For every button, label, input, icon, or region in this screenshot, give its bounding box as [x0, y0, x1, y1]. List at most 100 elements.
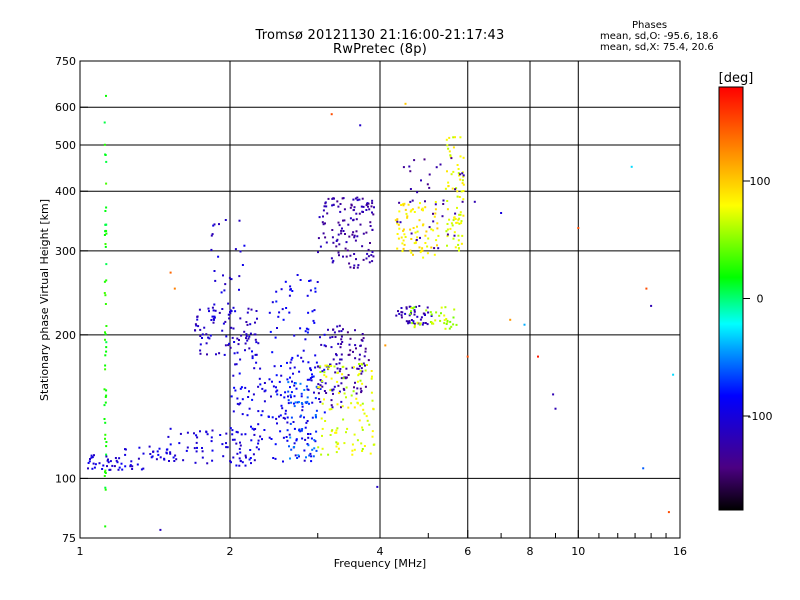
data-point: [339, 358, 342, 361]
data-point: [398, 312, 401, 315]
data-point: [275, 300, 278, 303]
y-tick-label: 600: [55, 101, 76, 114]
data-point: [430, 313, 433, 316]
data-point: [287, 402, 290, 405]
data-point: [111, 464, 114, 467]
data-point: [440, 312, 442, 315]
data-point: [338, 324, 341, 327]
data-point: [249, 323, 252, 326]
data-point: [554, 407, 557, 410]
data-point: [107, 461, 110, 464]
data-point: [340, 358, 343, 361]
data-point: [457, 168, 460, 170]
data-point: [667, 511, 670, 514]
data-point: [449, 320, 452, 323]
data-point: [309, 279, 312, 282]
data-point: [353, 433, 356, 436]
data-point: [459, 155, 462, 158]
data-point: [401, 203, 404, 206]
data-point: [452, 323, 455, 326]
data-point: [308, 402, 310, 405]
data-point: [103, 280, 106, 283]
data-point: [300, 395, 303, 398]
data-point: [356, 367, 359, 370]
data-point: [454, 246, 457, 249]
data-point: [225, 446, 228, 449]
data-point: [353, 253, 356, 255]
data-point: [325, 375, 328, 378]
data-point: [421, 207, 424, 210]
data-point: [142, 467, 145, 470]
data-point: [345, 376, 348, 379]
data-point: [311, 376, 314, 379]
data-point: [446, 244, 448, 247]
data-point: [337, 251, 340, 254]
data-point: [361, 426, 364, 429]
data-point: [320, 453, 323, 456]
data-point: [283, 396, 286, 399]
data-point: [323, 411, 326, 414]
data-point: [406, 216, 409, 219]
data-point: [443, 322, 446, 325]
data-point: [248, 347, 251, 350]
data-point: [430, 315, 433, 317]
data-point: [420, 316, 423, 319]
data-point: [454, 212, 457, 215]
data-point: [290, 401, 293, 404]
data-point: [355, 212, 358, 215]
data-point: [309, 367, 312, 370]
data-point: [411, 199, 414, 202]
data-point: [317, 386, 320, 389]
data-point: [255, 310, 258, 312]
data-point: [293, 382, 296, 384]
data-point: [105, 346, 108, 349]
data-point: [288, 433, 291, 436]
data-point: [353, 448, 356, 451]
data-point: [306, 400, 309, 403]
data-point: [253, 433, 256, 436]
data-point: [416, 321, 419, 324]
data-point: [224, 344, 227, 347]
data-point: [331, 236, 334, 239]
data-point: [356, 196, 359, 199]
data-point: [330, 404, 333, 407]
data-point: [268, 436, 271, 439]
data-point: [432, 322, 435, 325]
data-point: [458, 249, 460, 252]
data-point: [248, 458, 251, 461]
data-point: [142, 452, 145, 455]
data-point: [235, 442, 238, 445]
data-point: [369, 242, 371, 244]
data-point: [359, 124, 362, 127]
data-point: [264, 389, 267, 392]
data-point: [259, 367, 262, 370]
colorbar-tick-label: 100: [750, 175, 771, 188]
data-point: [400, 236, 403, 239]
data-point: [359, 223, 362, 226]
data-point: [403, 233, 406, 236]
data-point: [218, 223, 220, 226]
data-point: [249, 457, 252, 459]
data-point: [244, 349, 246, 352]
data-point: [282, 436, 285, 439]
data-point: [293, 442, 296, 445]
data-point: [394, 219, 397, 222]
data-point: [422, 312, 425, 315]
data-point: [302, 349, 305, 352]
data-point: [460, 190, 463, 193]
data-point: [338, 243, 341, 246]
data-point: [105, 160, 108, 163]
data-point: [405, 307, 408, 310]
data-point: [351, 443, 354, 446]
data-point: [105, 182, 108, 185]
data-point: [345, 396, 347, 399]
data-point: [362, 258, 365, 261]
data-point: [186, 431, 189, 434]
data-point: [305, 327, 308, 330]
data-point: [455, 323, 458, 326]
data-point: [356, 199, 359, 202]
data-point: [276, 393, 279, 396]
data-point: [301, 428, 304, 430]
data-point: [243, 244, 246, 247]
data-point: [358, 372, 361, 375]
